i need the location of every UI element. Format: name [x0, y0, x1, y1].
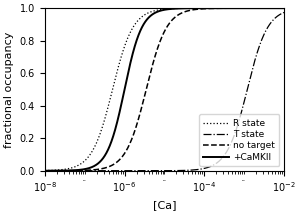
Line: T state: T state [45, 12, 284, 171]
no target [275, 7, 279, 9]
R state [231, 7, 235, 9]
+CaMKII [282, 7, 286, 9]
R state [275, 7, 279, 9]
+CaMKII [275, 7, 279, 9]
+CaMKII [159, 9, 163, 12]
T state [282, 11, 286, 14]
+CaMKII [231, 7, 235, 9]
no target [159, 37, 163, 40]
no target [43, 169, 46, 172]
R state [55, 169, 59, 171]
R state [275, 7, 279, 9]
no target [275, 7, 279, 9]
X-axis label: [Ca]: [Ca] [153, 200, 176, 210]
R state [153, 9, 157, 12]
no target [55, 169, 59, 172]
no target [231, 7, 235, 9]
Line: R state: R state [45, 8, 284, 171]
+CaMKII [43, 169, 46, 172]
T state [159, 169, 163, 172]
T state [55, 169, 59, 172]
+CaMKII [55, 169, 59, 172]
T state [43, 169, 46, 172]
Line: no target: no target [45, 8, 284, 171]
R state [282, 7, 286, 9]
T state [153, 169, 157, 172]
T state [275, 15, 279, 18]
no target [282, 7, 286, 9]
+CaMKII [153, 12, 157, 14]
Y-axis label: fractional occupancy: fractional occupancy [4, 31, 14, 148]
T state [275, 15, 279, 18]
Line: +CaMKII: +CaMKII [45, 8, 284, 171]
R state [43, 169, 46, 172]
R state [159, 8, 163, 11]
T state [231, 137, 235, 140]
no target [153, 56, 157, 58]
Legend: R state, T state, no target, +CaMKII: R state, T state, no target, +CaMKII [199, 114, 279, 166]
+CaMKII [275, 7, 279, 9]
